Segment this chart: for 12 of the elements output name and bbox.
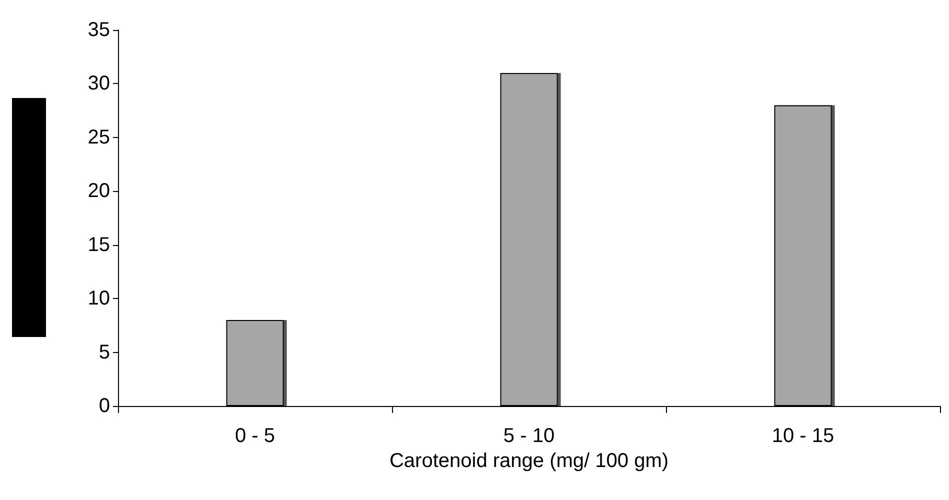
y-tick-label: 15 — [88, 234, 110, 256]
y-tick-label: 0 — [98, 395, 110, 417]
x-tick-label: 5 - 10 — [503, 425, 555, 447]
y-tick-label: 10 — [88, 288, 110, 310]
y-tick-label: 20 — [88, 180, 110, 202]
x-axis-title: Carotenoid range (mg/ 100 gm) — [389, 450, 669, 472]
y-tick-label: 25 — [88, 126, 110, 148]
y-tick-label: 5 — [98, 341, 110, 364]
x-tick-label: 0 - 5 — [234, 425, 276, 447]
y-tick-label: 35 — [88, 19, 110, 41]
y-tick-label: 30 — [88, 72, 110, 95]
x-tick-label: 10 - 15 — [772, 425, 834, 447]
